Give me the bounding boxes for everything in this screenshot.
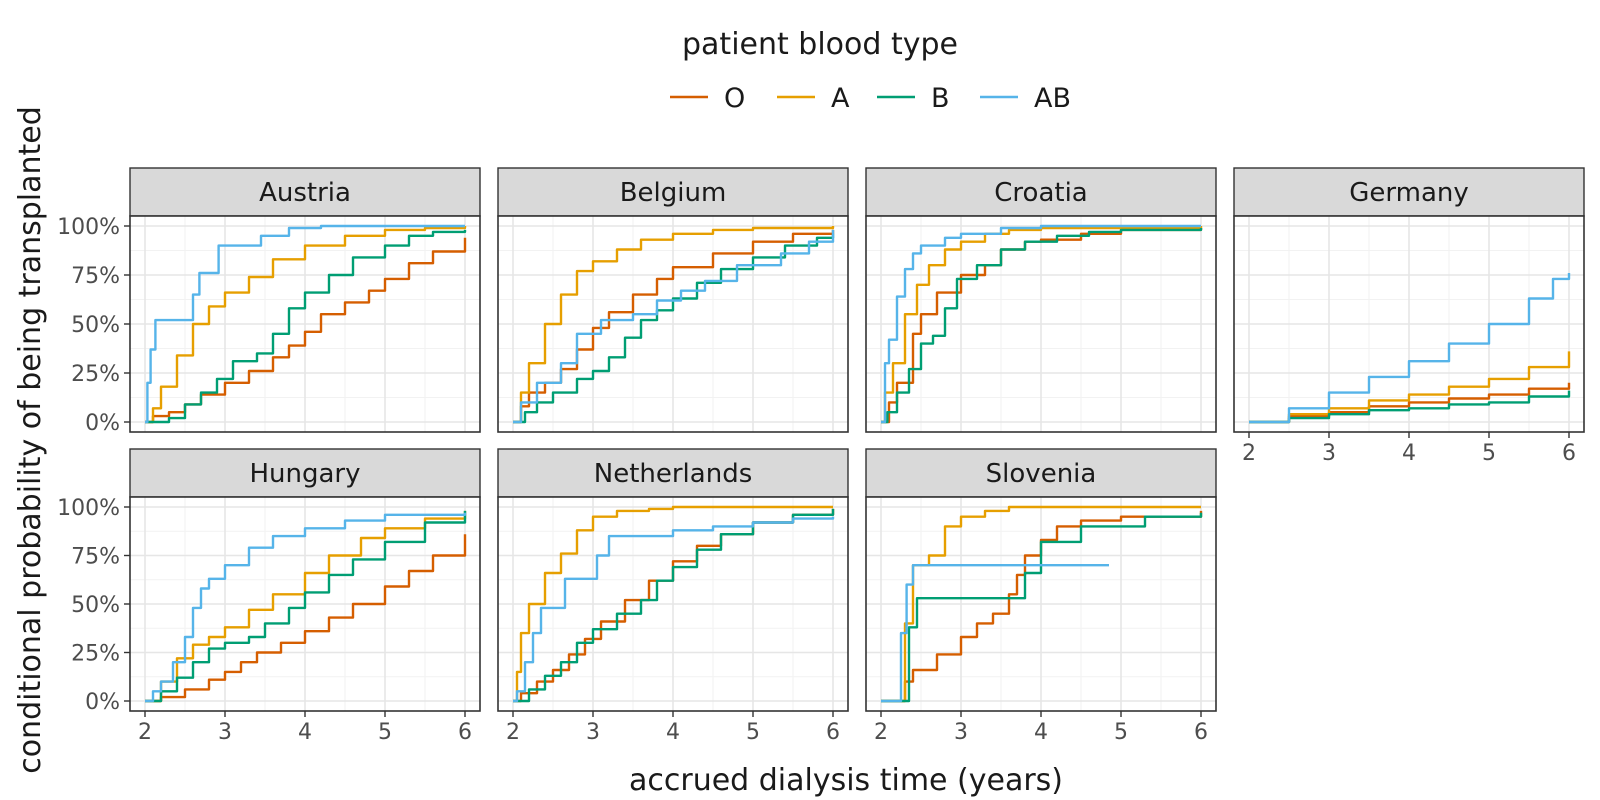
series-line-ab-netherlands <box>513 516 835 703</box>
series-line-b-belgium <box>513 233 835 424</box>
legend-item-ab: AB <box>980 83 1071 114</box>
series-line-a-slovenia <box>881 505 1201 703</box>
x-tick-label: 5 <box>1114 720 1128 745</box>
x-tick-label: 2 <box>138 720 152 745</box>
y-tick-label: 25% <box>71 362 120 387</box>
y-tick-label: 0% <box>85 690 120 715</box>
x-tick-label: 6 <box>458 720 472 745</box>
series-line-a-hungary <box>145 510 467 703</box>
strip-label-belgium: Belgium <box>620 178 727 208</box>
strip-label-austria: Austria <box>259 178 351 208</box>
panel-netherlands: Netherlands 2 3 4 5 6 <box>497 448 849 745</box>
legend-label-o: O <box>724 83 745 114</box>
strip-label-slovenia: Slovenia <box>986 459 1097 489</box>
x-tick-label: 5 <box>1482 441 1496 466</box>
strip-label-netherlands: Netherlands <box>594 459 753 489</box>
series-line-a-belgium <box>513 226 835 424</box>
x-tick-label: 2 <box>874 720 888 745</box>
series-line-a-austria <box>145 226 467 424</box>
strip-germany <box>1233 167 1585 217</box>
x-tick-label: 4 <box>1034 720 1048 745</box>
panel-belgium: Belgium <box>497 167 849 433</box>
strip-label-croatia: Croatia <box>994 178 1087 208</box>
series-line-a-netherlands <box>513 505 833 703</box>
legend-label-b: B <box>931 83 950 114</box>
panel-border <box>865 215 1217 433</box>
x-axis-title: accrued dialysis time (years) <box>629 763 1063 798</box>
strip-netherlands <box>497 448 849 498</box>
series-line-b-netherlands <box>513 508 835 703</box>
legend: patient blood type O A B AB <box>670 27 1071 114</box>
panel-croatia: Croatia <box>865 167 1217 433</box>
strip-austria <box>129 167 481 217</box>
x-tick-label: 2 <box>1242 441 1256 466</box>
x-tick-label: 3 <box>1322 441 1336 466</box>
series-line-o-hungary <box>145 534 467 703</box>
series-line-o-belgium <box>513 229 835 424</box>
strip-belgium <box>497 167 849 217</box>
legend-label-ab: AB <box>1034 83 1071 114</box>
strip-label-hungary: Hungary <box>249 459 360 489</box>
gridlines <box>498 216 848 432</box>
series-line-ab-slovenia <box>881 564 1109 703</box>
x-tick-label: 4 <box>1402 441 1416 466</box>
series-line-ab-germany <box>1249 273 1571 424</box>
x-tick-label: 2 <box>506 720 520 745</box>
x-tick-label: 4 <box>298 720 312 745</box>
y-tick-label: 50% <box>71 593 120 618</box>
legend-item-a: A <box>777 83 850 114</box>
y-axis-title: conditional probability of being transpl… <box>13 106 48 774</box>
x-tick-label: 5 <box>378 720 392 745</box>
series-line-o-germany <box>1249 382 1571 424</box>
x-tick-label: 6 <box>826 720 840 745</box>
y-tick-label: 75% <box>71 545 120 570</box>
y-tick-label: 75% <box>71 264 120 289</box>
legend-title: patient blood type <box>682 27 958 62</box>
series-line-ab-croatia <box>881 224 1201 424</box>
legend-label-a: A <box>831 83 850 114</box>
legend-items: O A B AB <box>670 83 1071 114</box>
y-tick-label: 0% <box>85 411 120 436</box>
strip-label-germany: Germany <box>1349 178 1469 208</box>
series-line-ab-belgium <box>513 229 835 424</box>
x-tick-label: 6 <box>1194 720 1208 745</box>
gridlines <box>130 216 480 432</box>
y-tick-label: 100% <box>57 215 120 240</box>
panel-germany: Germany 2 3 4 5 6 <box>1233 167 1585 466</box>
legend-item-b: B <box>877 83 950 114</box>
series-line-o-slovenia <box>881 510 1203 703</box>
strip-slovenia <box>865 448 1217 498</box>
y-tick-label: 25% <box>71 642 120 667</box>
legend-item-o: O <box>670 83 745 114</box>
x-tick-label: 4 <box>666 720 680 745</box>
series-line-ab-hungary <box>145 512 467 703</box>
x-tick-label: 3 <box>586 720 600 745</box>
x-tick-label: 3 <box>218 720 232 745</box>
x-tick-label: 3 <box>954 720 968 745</box>
x-tick-label: 6 <box>1562 441 1576 466</box>
series-line-a-croatia <box>881 226 1203 424</box>
series-line-b-germany <box>1249 390 1571 424</box>
panel-slovenia: Slovenia 2 3 4 5 6 <box>865 448 1217 745</box>
series-line-ab-austria <box>145 224 465 424</box>
panel-austria: Austria 0% 25% 50% 75% 100% <box>57 167 481 436</box>
series-line-b-hungary <box>145 510 467 703</box>
y-tick-label: 50% <box>71 313 120 338</box>
y-tick-label: 100% <box>57 496 120 521</box>
series-line-b-croatia <box>881 228 1203 424</box>
panel-border <box>497 215 849 433</box>
x-tick-label: 5 <box>746 720 760 745</box>
series-line-b-austria <box>145 229 467 424</box>
panel-hungary: Hungary 0% 25% 50% 75% 100% 2 3 4 5 6 <box>57 448 481 745</box>
gridlines <box>866 497 1216 711</box>
series-line-a-germany <box>1249 351 1571 424</box>
series-line-b-slovenia <box>881 512 1203 703</box>
